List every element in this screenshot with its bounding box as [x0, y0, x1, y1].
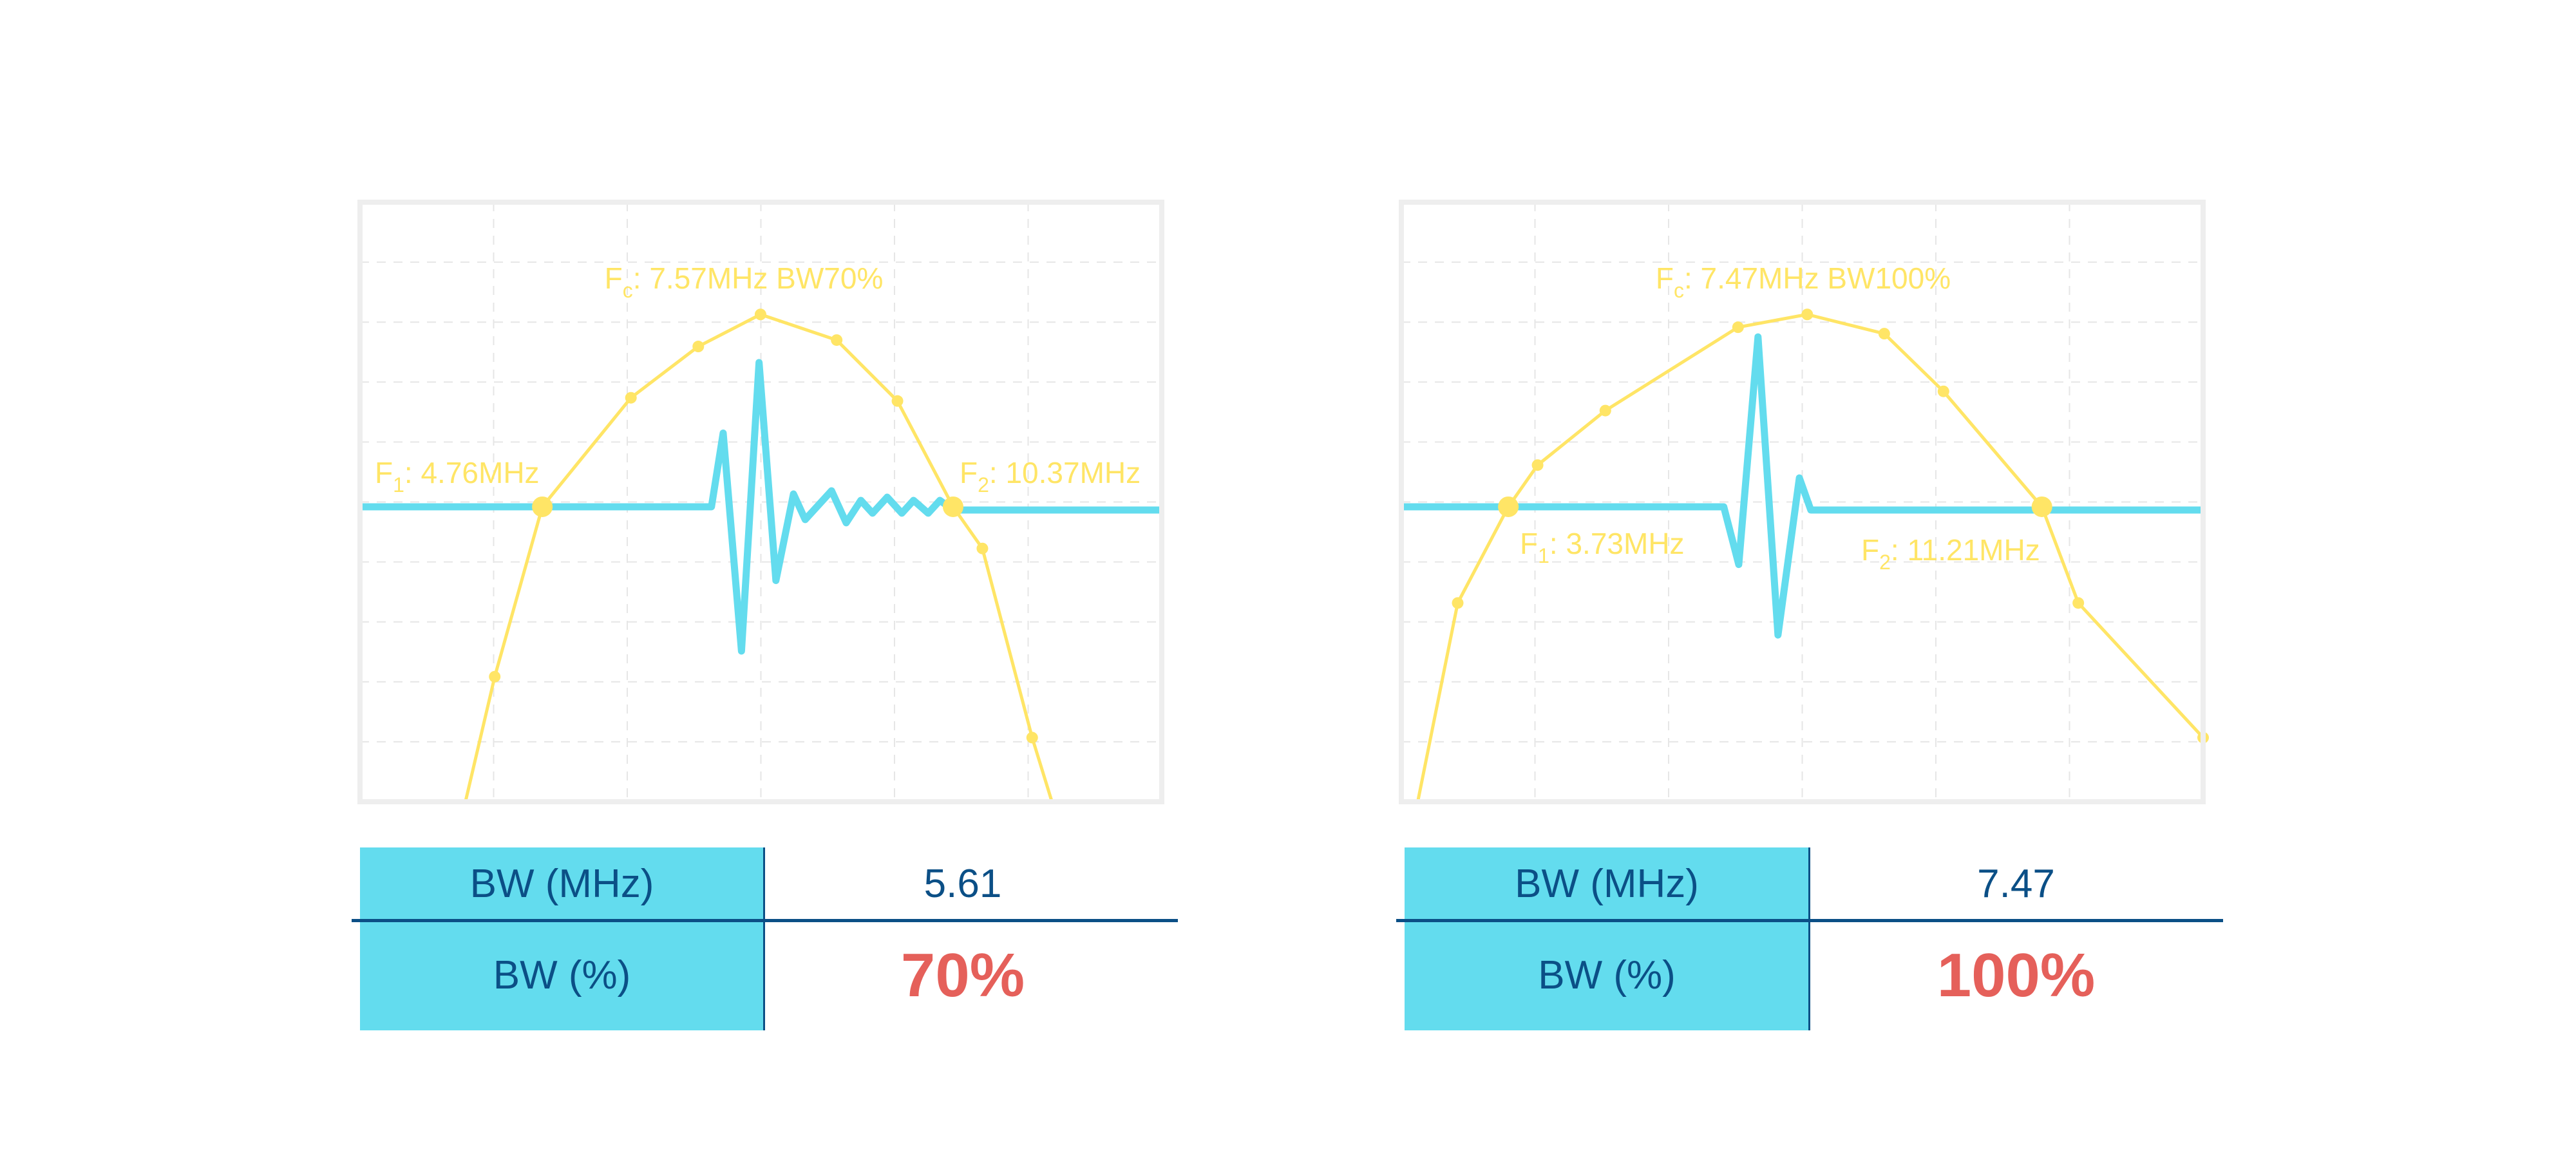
annotation-fc: Fc: 7.47MHz BW100% — [1656, 261, 1951, 302]
annotation-f2: F2: 11.21MHz — [1861, 533, 2040, 574]
annotation-f1: F1: 4.76MHz — [375, 456, 540, 497]
bandwidth-table-pzt: BW (MHz) 5.61 BW (%) 70% — [352, 847, 1178, 1030]
response-marker — [1732, 321, 1744, 334]
response-marker — [625, 392, 637, 404]
value-bw-percent: 70% — [900, 940, 1025, 1010]
plot-area — [360, 312, 1162, 802]
cutoff-frequency-marker — [1498, 496, 1519, 517]
response-marker — [1937, 385, 1949, 397]
plot-frame — [357, 200, 1164, 804]
frequency-response-line — [1416, 312, 2203, 802]
annotation-value: : 3.73MHz — [1549, 527, 1685, 560]
annotation-f1: F1: 3.73MHz — [1520, 527, 1685, 567]
row-label-bw-mhz: BW (MHz) — [1405, 847, 1809, 920]
annotation-subscript: c — [1674, 279, 1684, 302]
response-marker — [1531, 459, 1544, 471]
plot-area — [1401, 312, 2203, 802]
row-label-bw-percent: BW (%) — [1405, 920, 1809, 1030]
annotation-value: : 10.37MHz — [989, 456, 1141, 489]
response-marker — [1452, 597, 1464, 609]
annotation-symbol: F — [1520, 527, 1538, 560]
response-marker — [1801, 308, 1814, 321]
row-divider — [352, 919, 1178, 922]
column-divider — [763, 847, 765, 1030]
value-bw-mhz: 5.61 — [923, 862, 1002, 906]
chart-title-cmut: CMUT linear array — [1551, 110, 2056, 179]
response-marker — [2072, 597, 2085, 609]
pulse-waveform-line — [1401, 333, 2203, 639]
response-marker — [1878, 328, 1890, 340]
annotation-subscript: c — [623, 279, 633, 302]
annotation-value: : 11.21MHz — [1891, 533, 2040, 567]
response-marker — [1026, 732, 1038, 744]
annotation-symbol: F — [1656, 261, 1674, 295]
bandwidth-table-cmut: BW (MHz) 7.47 BW (%) 100% — [1396, 847, 2223, 1030]
row-label-bw-mhz: BW (MHz) — [360, 847, 764, 920]
pulse-waveform-line — [360, 359, 1162, 655]
row-divider — [1396, 919, 2223, 922]
annotation-fc: Fc: 7.57MHz BW70% — [605, 261, 884, 302]
annotation-symbol: F — [960, 456, 978, 489]
cutoff-frequency-marker — [532, 496, 553, 517]
response-marker — [754, 308, 766, 321]
annotation-value: : 7.47MHz BW100% — [1684, 261, 1951, 295]
annotation-subscript: 1 — [1538, 544, 1549, 567]
response-marker — [1599, 404, 1611, 417]
cutoff-frequency-marker — [942, 496, 963, 517]
annotation-value: : 7.57MHz BW70% — [633, 261, 884, 295]
response-marker — [976, 542, 989, 554]
annotation-symbol: F — [605, 261, 623, 295]
value-bw-percent: 100% — [1937, 940, 2096, 1010]
response-marker — [891, 395, 904, 407]
response-marker — [692, 341, 705, 353]
chart-title-pzt: PZT linear array — [519, 110, 962, 179]
annotation-f2: F2: 10.37MHz — [960, 456, 1141, 497]
response-marker — [489, 670, 501, 683]
column-divider — [1808, 847, 1810, 1030]
annotation-subscript: 1 — [393, 473, 404, 497]
cutoff-frequency-marker — [2031, 496, 2052, 517]
annotation-value: : 4.76MHz — [404, 456, 540, 489]
row-label-bw-percent: BW (%) — [360, 920, 764, 1030]
annotation-subscript: 2 — [1879, 551, 1891, 574]
annotation-symbol: F — [375, 456, 393, 489]
plot-frame — [1399, 200, 2206, 804]
chart-0: Fc: 7.57MHz BW70%F1: 4.76MHz F2: 10.37MHz — [357, 200, 1164, 804]
annotation-subscript: 2 — [978, 473, 989, 497]
value-bw-mhz: 7.47 — [1977, 862, 2055, 906]
frequency-response-line — [464, 312, 1054, 802]
annotation-symbol: F — [1861, 533, 1879, 567]
chart-1: Fc: 7.47MHz BW100%F1: 3.73MHz F2: 11.21MH… — [1399, 200, 2209, 804]
response-marker — [831, 334, 843, 346]
